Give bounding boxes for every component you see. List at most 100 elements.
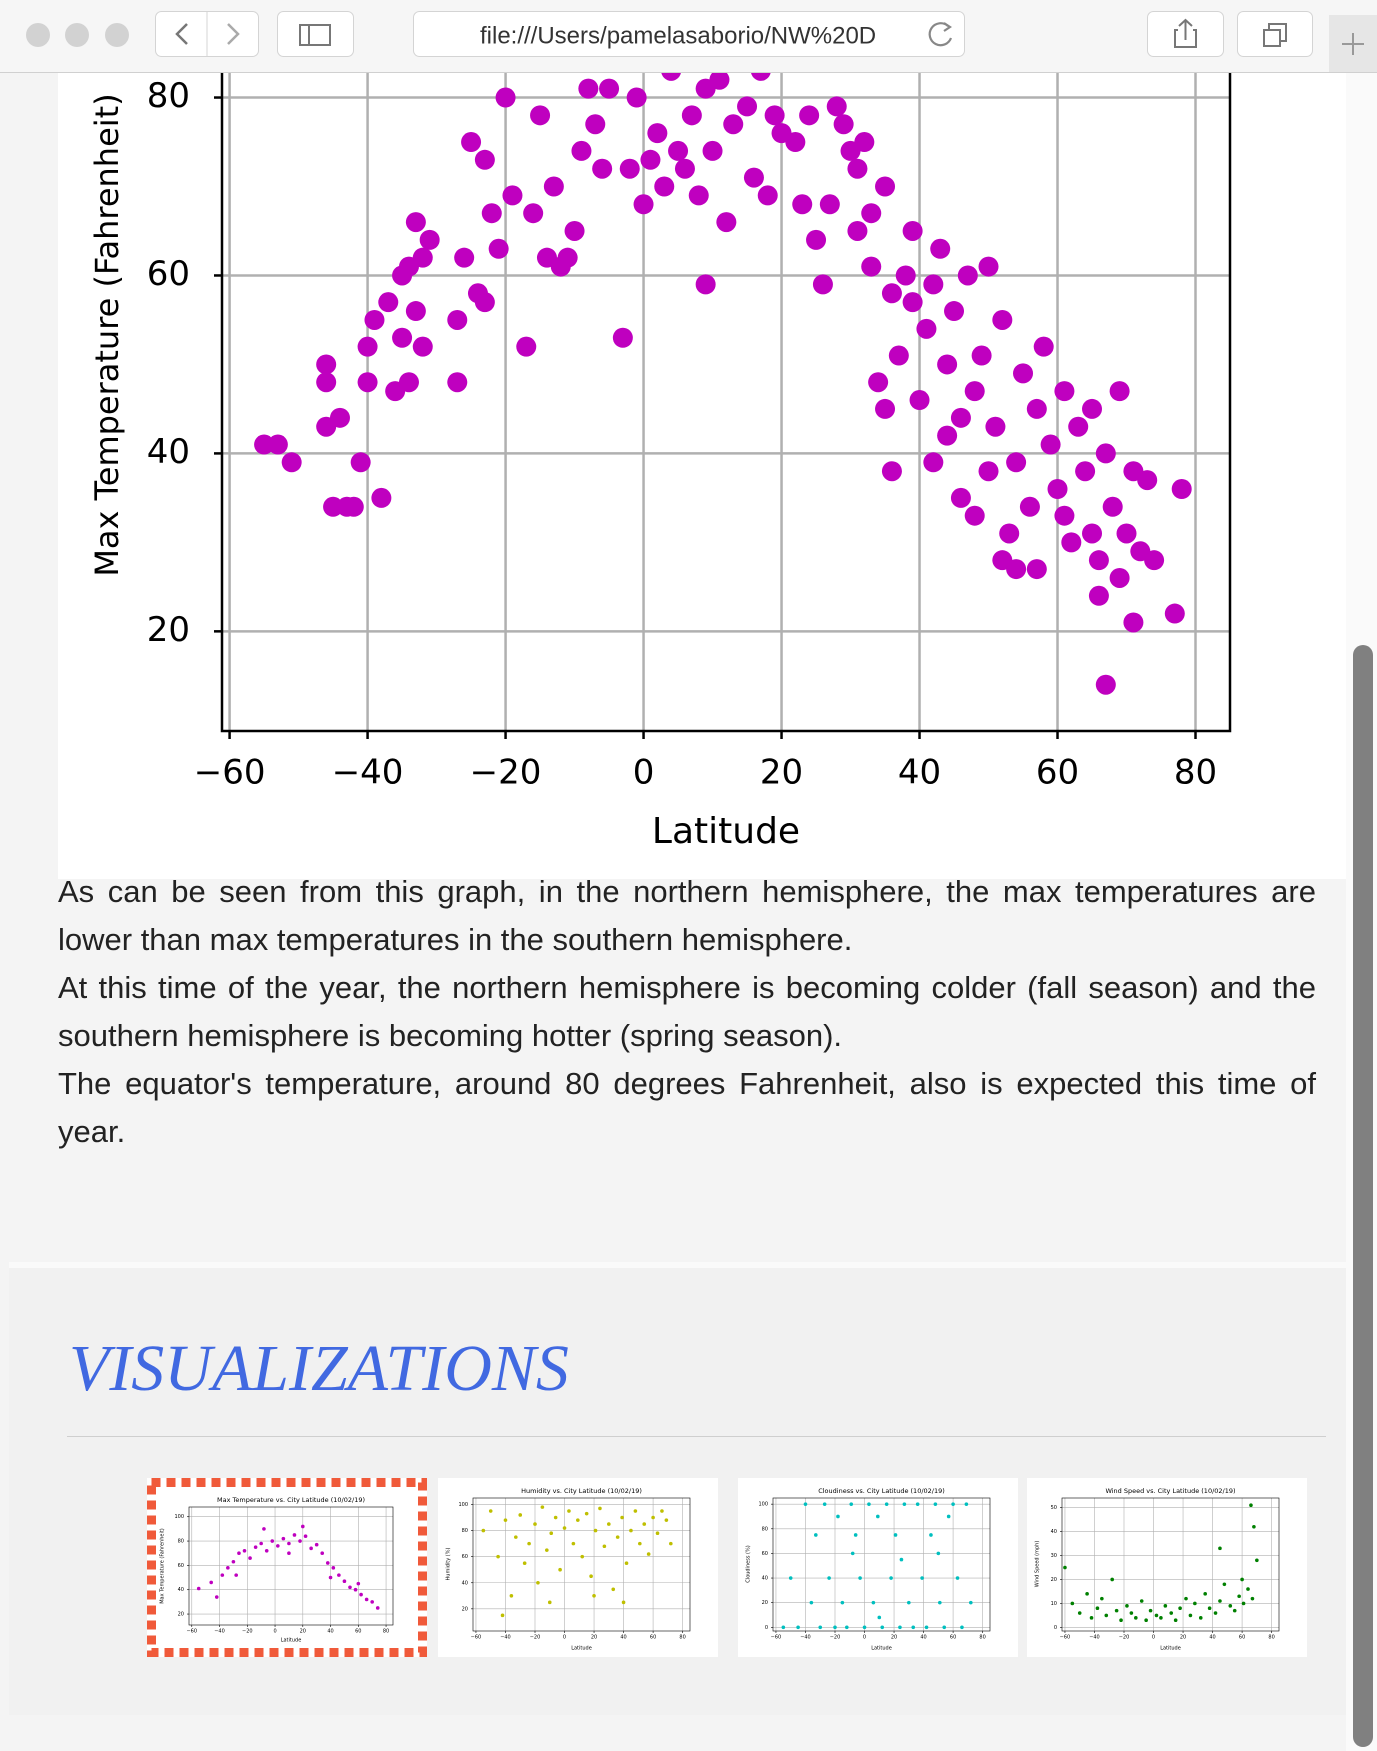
y-axis-label: Cloudiness (%) (746, 1545, 752, 1582)
x-tick-label: 40 (1209, 1635, 1215, 1641)
data-point (923, 274, 944, 295)
data-point (1144, 1618, 1148, 1623)
y-tick-label: 100 (174, 1514, 184, 1520)
y-tick-label: 50 (1051, 1505, 1057, 1511)
x-tick-label: 40 (327, 1629, 333, 1635)
y-tick-label: 20 (762, 1600, 768, 1606)
data-point (651, 1515, 655, 1520)
data-point (942, 1625, 947, 1630)
data-point (220, 1573, 225, 1577)
data-point (298, 1539, 302, 1543)
data-point (564, 220, 585, 241)
x-tick-label: −60 (471, 1635, 482, 1641)
x-tick-label: 80 (1268, 1635, 1274, 1641)
data-point (924, 1625, 929, 1630)
description: As can be seen from this graph, in the n… (58, 868, 1316, 1156)
address-bar[interactable] (413, 11, 965, 57)
data-point (226, 1566, 230, 1570)
y-axis-label: Max Temperature (Fahrenheit) (160, 1528, 166, 1604)
data-point (405, 212, 426, 233)
data-point (818, 1625, 823, 1630)
x-axis-label: Latitude (871, 1646, 892, 1652)
thumbnail[interactable]: −60 −40 −20 0 20 40 60 80 20 40 60 80 100 Humidity vs… (438, 1478, 718, 1657)
data-point (1148, 1608, 1153, 1613)
data-point (474, 292, 495, 313)
data-point (514, 1535, 518, 1539)
x-tick-label: −60 (194, 753, 266, 793)
data-point (447, 372, 468, 393)
data-point (253, 1545, 258, 1549)
reload-button[interactable] (928, 22, 953, 47)
data-point (412, 247, 433, 268)
x-tick-label: 60 (650, 1635, 656, 1641)
data-point (495, 87, 516, 108)
data-point (1232, 1608, 1237, 1613)
tabs-button[interactable] (1237, 11, 1313, 57)
data-point (788, 1576, 793, 1580)
data-point (978, 461, 999, 482)
y-tick-label: 40 (462, 1580, 468, 1586)
back-button[interactable] (175, 23, 188, 45)
data-point (937, 425, 958, 446)
data-point (1139, 1599, 1144, 1603)
data-point (909, 390, 930, 411)
data-point (234, 1573, 238, 1577)
data-point (612, 327, 633, 348)
data-point (1061, 532, 1082, 553)
data-point (1040, 434, 1061, 455)
data-point (1006, 452, 1027, 473)
data-point (950, 487, 971, 508)
data-point (884, 1502, 889, 1506)
data-point (944, 301, 965, 322)
data-point (276, 1544, 280, 1548)
data-point (629, 1528, 633, 1533)
x-tick-label: 60 (1239, 1635, 1245, 1641)
data-point (254, 434, 275, 455)
zoom-button[interactable] (105, 23, 129, 47)
data-point (898, 1625, 902, 1630)
sidebar-button[interactable] (277, 11, 354, 57)
x-tick-label: 60 (355, 1629, 361, 1635)
data-point (364, 309, 385, 330)
data-point (398, 372, 419, 393)
thumbnail[interactable]: −60 −40 −20 0 20 40 60 80 0 10 20 30 40 50 Wind Speed … (1027, 1478, 1307, 1657)
data-point (1241, 1601, 1246, 1606)
axes-frame (1061, 1497, 1280, 1632)
data-point (1163, 1604, 1168, 1608)
thumbnail[interactable]: −60 −40 −20 0 20 40 60 80 0 20 40 60 80 100 Cloudiness… (738, 1478, 1018, 1657)
data-point (602, 1544, 607, 1549)
data-point (1184, 1596, 1188, 1601)
data-point (923, 452, 944, 473)
minimize-button[interactable] (65, 23, 89, 47)
close-button[interactable] (26, 23, 50, 47)
data-point (1109, 381, 1130, 402)
data-point (819, 194, 840, 215)
data-point (1144, 550, 1165, 571)
data-point (1134, 1616, 1138, 1620)
x-tick-label: −60 (771, 1635, 782, 1641)
reload-arrow (943, 22, 952, 32)
data-point (836, 1514, 840, 1519)
thumbnail[interactable]: −60 −40 −20 0 20 40 60 80 20 40 60 80 100 Max Tempera… (147, 1478, 427, 1657)
data-point (1154, 1613, 1159, 1618)
data-point (978, 256, 999, 277)
data-point (481, 203, 502, 224)
forward-button[interactable] (227, 23, 240, 45)
data-point (593, 1528, 598, 1533)
selection-border (147, 1478, 427, 1657)
data-point (1218, 1599, 1222, 1603)
data-point (350, 452, 371, 473)
data-point (633, 1509, 638, 1513)
data-point (833, 114, 854, 135)
data-point (571, 140, 592, 161)
sidebar-icon (299, 24, 331, 46)
data-point (1013, 363, 1034, 384)
scroll-thumb[interactable] (1353, 645, 1373, 1747)
scrollbar[interactable] (1346, 73, 1377, 1751)
data-point (985, 416, 1006, 437)
data-point (259, 1541, 263, 1546)
data-point (1089, 1616, 1094, 1620)
data-point (999, 523, 1020, 544)
data-point (785, 132, 806, 153)
